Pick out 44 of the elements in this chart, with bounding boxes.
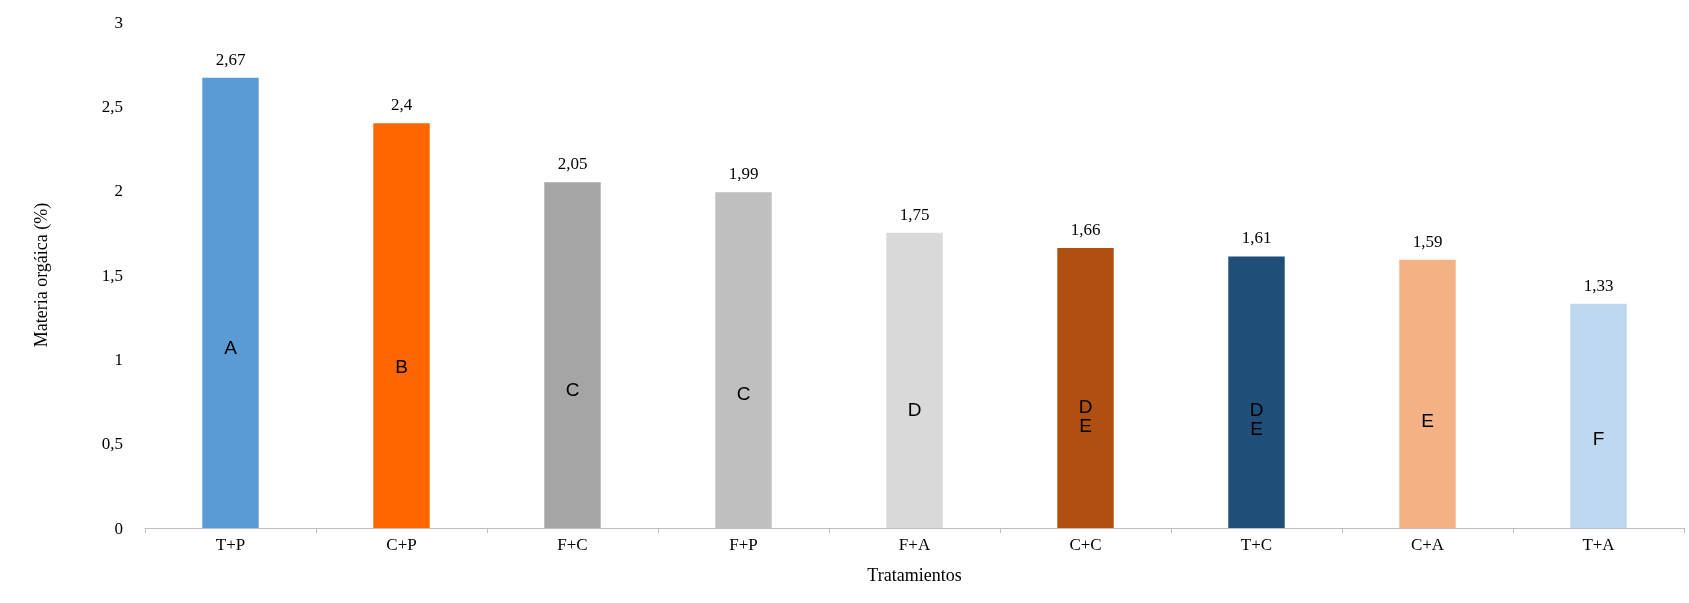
x-axis-title: Tratamientos xyxy=(867,565,962,585)
x-tick-label: C+A xyxy=(1410,535,1445,554)
x-tick-label: F+P xyxy=(729,535,758,554)
annotation: C xyxy=(736,383,751,405)
annotation: F xyxy=(1592,427,1605,449)
bar xyxy=(544,182,601,528)
data-label: 1,66 xyxy=(1070,220,1101,240)
annotation: E xyxy=(1421,410,1434,432)
y-axis-title: Materia orgáica (%) xyxy=(31,202,52,348)
bar xyxy=(1570,303,1627,528)
data-label: 2,05 xyxy=(557,154,588,174)
data-label: 2,4 xyxy=(390,95,413,115)
y-tick-label: 0 xyxy=(114,518,123,538)
y-tick-label: 2 xyxy=(114,181,123,201)
annotation: D E xyxy=(1078,396,1093,437)
y-tick-label: 1,5 xyxy=(101,265,123,285)
y-tick-label: 0,5 xyxy=(101,434,123,454)
x-tick-label: C+C xyxy=(1069,535,1102,554)
y-tick-label: 3 xyxy=(114,12,123,32)
bar xyxy=(1228,256,1285,528)
annotation: D xyxy=(907,399,922,421)
annotation: A xyxy=(224,337,238,359)
bar xyxy=(1057,248,1114,528)
bar xyxy=(886,232,943,528)
data-label: 1,61 xyxy=(1241,228,1272,248)
data-label: 1,75 xyxy=(899,204,930,224)
x-tick-label: T+C xyxy=(1240,535,1273,554)
data-label: 1,99 xyxy=(728,164,759,184)
annotation: C xyxy=(565,379,580,401)
data-label: 2,67 xyxy=(215,49,246,69)
x-tick-label: C+P xyxy=(386,535,417,554)
data-label: 1,33 xyxy=(1583,275,1614,295)
bar xyxy=(202,77,259,528)
annotation: D E xyxy=(1249,399,1264,440)
annotation: B xyxy=(395,355,408,377)
y-tick-label: 2,5 xyxy=(101,96,123,116)
x-tick-label: F+A xyxy=(898,535,931,554)
bar xyxy=(1399,259,1456,528)
x-tick-label: T+A xyxy=(1582,535,1616,554)
data-label: 1,59 xyxy=(1412,231,1443,251)
x-tick-label: T+P xyxy=(215,535,246,554)
x-tick-label: F+C xyxy=(557,535,588,554)
bar xyxy=(373,123,430,528)
y-tick-label: 1 xyxy=(114,349,123,369)
